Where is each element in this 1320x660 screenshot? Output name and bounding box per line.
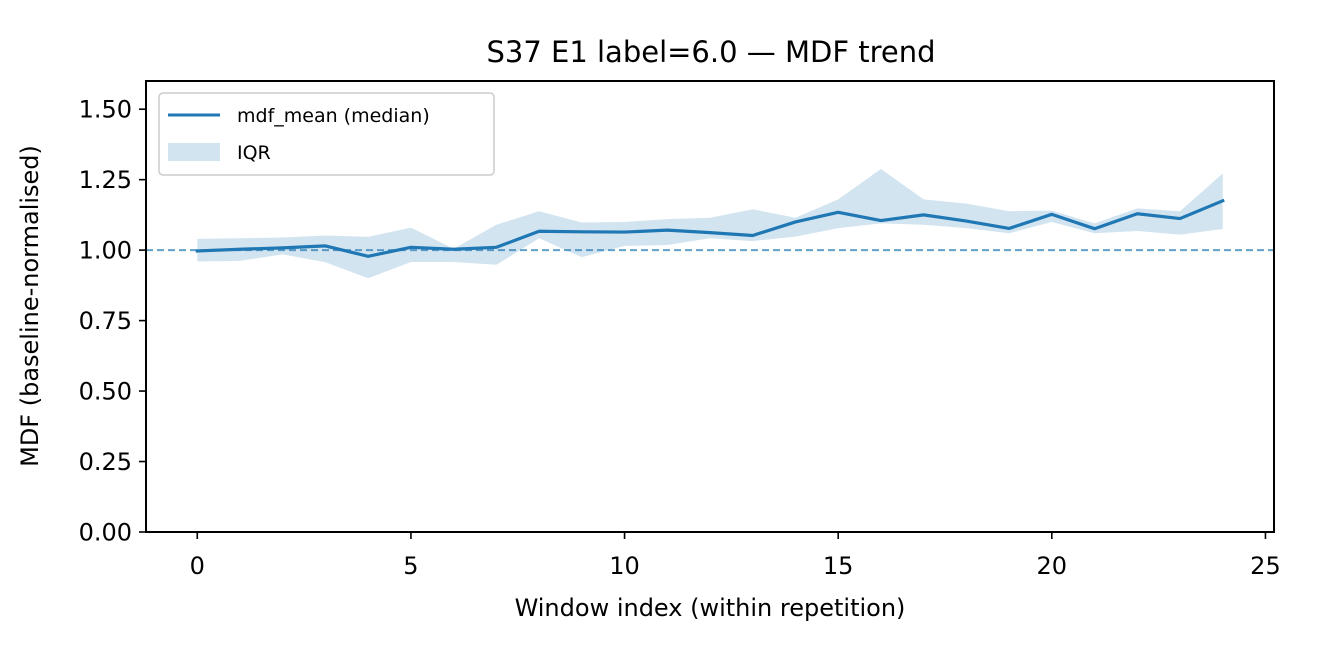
x-tick-label: 0 [190,552,205,580]
x-axis-ticks: 0 5 10 15 20 25 [190,532,1281,580]
y-tick-label: 1.50 [79,96,132,124]
median-line [195,198,1225,258]
median-line-layer [195,198,1225,258]
x-axis-label: Window index (within repetition) [515,594,906,622]
y-tick-label: 1.00 [79,237,132,265]
plot-frame [145,80,1275,533]
legend-band-swatch [168,143,220,161]
legend-box [158,92,495,176]
y-tick-label: 0.00 [79,519,132,547]
x-tick-label: 20 [1037,552,1068,580]
legend-label-iqr: IQR [237,142,271,164]
iqr-band [197,168,1223,279]
y-axis-label: MDF (baseline-normalised) [16,145,44,467]
x-tick-label: 5 [403,552,418,580]
x-tick-label: 10 [609,552,640,580]
y-tick-label: 1.25 [79,166,132,194]
x-tick-label: 15 [823,552,854,580]
y-tick-label: 0.75 [79,307,132,335]
iqr-band-layer [197,168,1223,279]
legend-label-median: mdf_mean (median) [237,105,430,127]
y-axis-ticks: 0.00 0.25 0.50 0.75 1.00 1.25 1.50 [79,96,146,547]
x-tick-label: 25 [1250,552,1281,580]
legend: mdf_mean (median) IQR [158,92,495,176]
y-tick-label: 0.25 [79,448,132,476]
chart-title: S37 E1 label=6.0 — MDF trend [486,35,935,69]
y-tick-label: 0.50 [79,378,132,406]
